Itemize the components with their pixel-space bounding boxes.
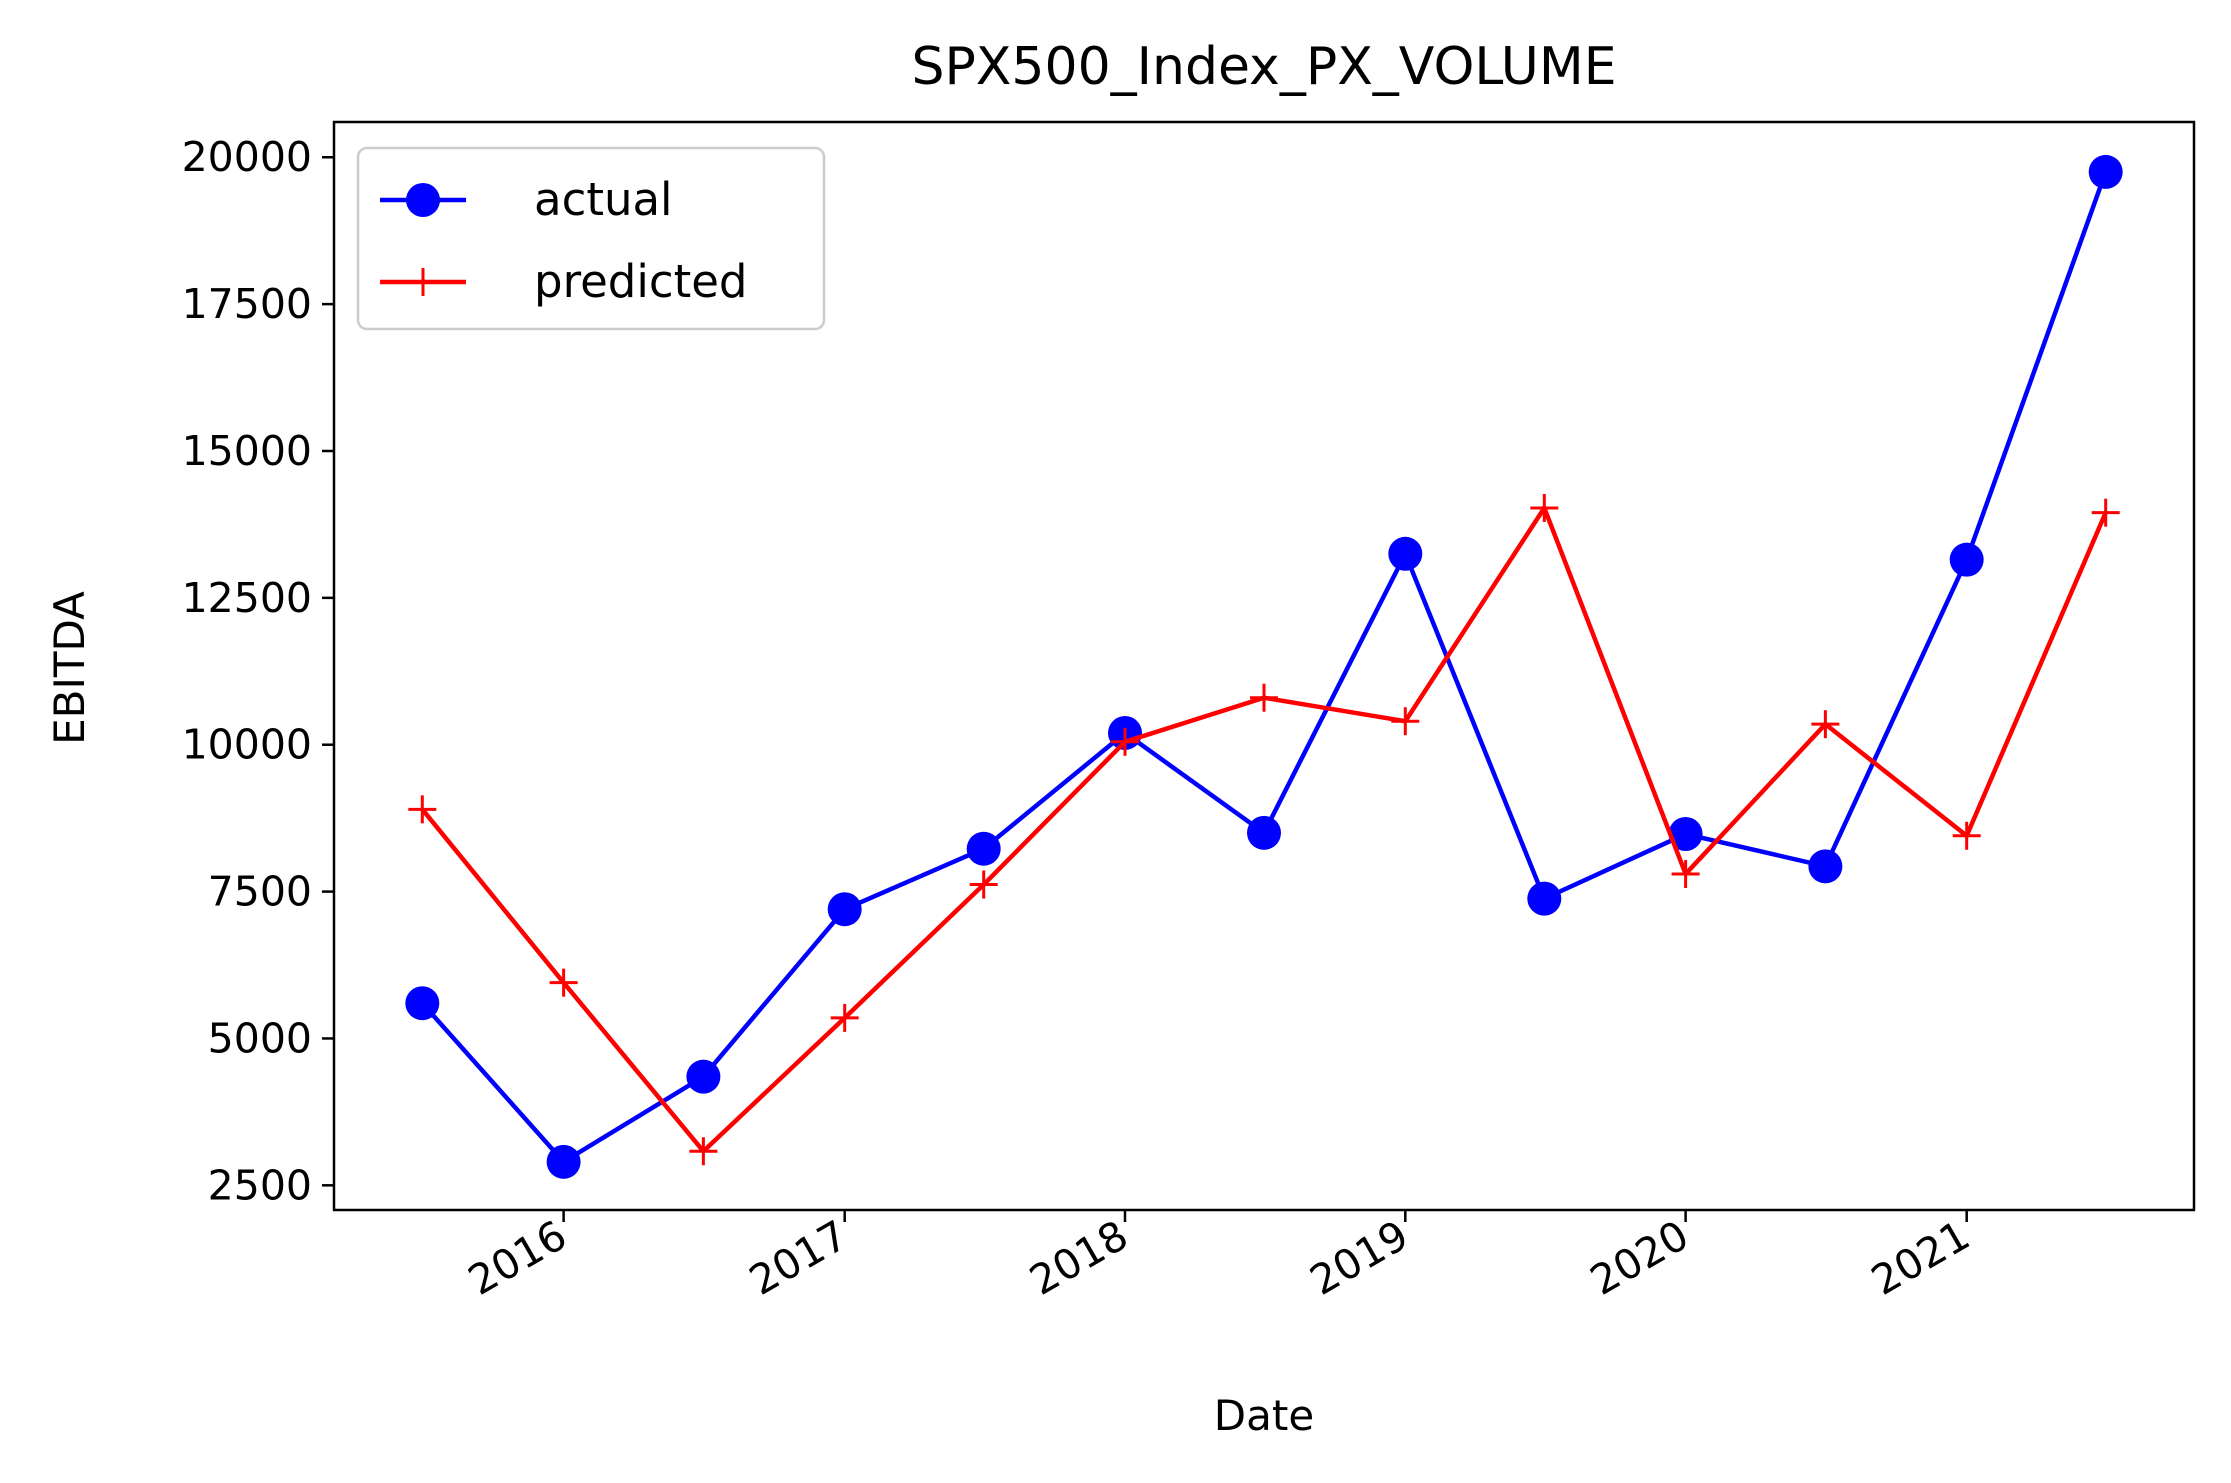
plot-frame	[332, 120, 2196, 1212]
x-axis-title: Date	[1214, 1391, 1314, 1440]
legend-label-actual: actual	[534, 173, 673, 226]
data-point-predicted	[1952, 821, 1981, 850]
data-point-actual	[546, 1144, 581, 1179]
data-point-actual	[1808, 849, 1843, 884]
data-point-predicted	[1530, 493, 1559, 522]
y-tick-label: 5000	[208, 1014, 312, 1062]
legend-entry-actual: actual	[380, 173, 673, 226]
data-point-predicted	[408, 795, 437, 824]
x-tick-label: 2021	[1863, 1211, 1977, 1305]
y-tick-label: 10000	[182, 721, 312, 769]
legend-entry-predicted: predicted	[380, 255, 747, 308]
data-point-actual	[1949, 542, 1984, 577]
x-tick-label: 2019	[1302, 1211, 1416, 1305]
data-point-actual	[686, 1059, 721, 1094]
data-point-predicted	[689, 1137, 718, 1166]
x-tick-label: 2018	[1022, 1211, 1136, 1305]
data-point-actual	[827, 892, 862, 927]
data-point-predicted	[1391, 707, 1420, 736]
data-point-actual	[1668, 817, 1703, 852]
legend-box	[356, 146, 826, 331]
data-point-actual	[1247, 815, 1281, 850]
legend-label-predicted: predicted	[534, 255, 747, 308]
data-point-predicted	[2091, 498, 2120, 527]
y-tick-label: 2500	[208, 1161, 312, 1209]
y-tick-label: 17500	[182, 280, 312, 328]
x-tick-label: 2020	[1582, 1211, 1696, 1305]
x-tick-label: 2017	[741, 1211, 855, 1305]
y-tick-label: 12500	[182, 574, 312, 622]
data-point-actual	[405, 986, 440, 1021]
data-point-actual	[1527, 881, 1562, 916]
legend: actual predicted	[356, 146, 826, 331]
y-axis-title: EBITDA	[45, 591, 94, 745]
data-point-predicted	[549, 968, 578, 997]
y-tick-label: 20000	[182, 133, 312, 181]
data-point-predicted	[830, 1003, 859, 1032]
y-tick-label: 15000	[182, 427, 312, 475]
chart-title: SPX500_Index_PX_VOLUME	[911, 37, 1616, 97]
data-point-predicted	[1250, 683, 1278, 712]
data-point-actual	[1388, 536, 1423, 571]
data-point-predicted	[1811, 710, 1840, 739]
data-point-predicted	[969, 870, 998, 899]
data-point-actual	[966, 831, 1001, 866]
legend-marker	[406, 183, 440, 217]
data-point-actual	[2088, 154, 2123, 189]
data-point-predicted	[1110, 727, 1139, 756]
data-point-predicted	[1671, 859, 1700, 888]
x-tick-label: 2016	[460, 1211, 574, 1305]
y-tick-label: 7500	[208, 868, 312, 916]
